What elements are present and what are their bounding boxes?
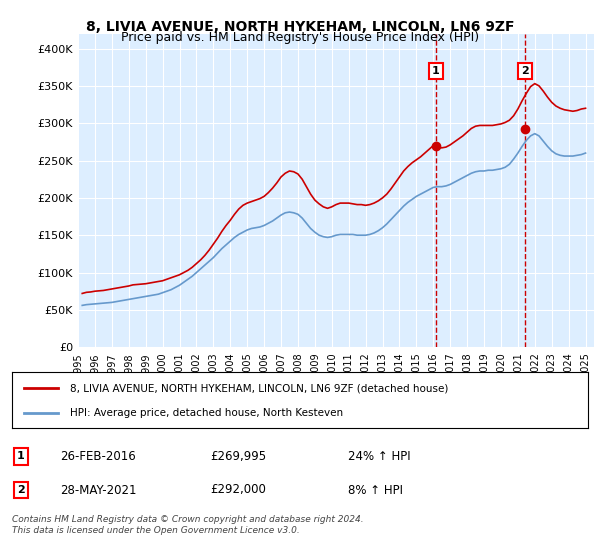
Text: 24% ↑ HPI: 24% ↑ HPI bbox=[348, 450, 410, 463]
Text: 8, LIVIA AVENUE, NORTH HYKEHAM, LINCOLN, LN6 9ZF (detached house): 8, LIVIA AVENUE, NORTH HYKEHAM, LINCOLN,… bbox=[70, 383, 448, 393]
Text: £292,000: £292,000 bbox=[210, 483, 266, 497]
Text: Price paid vs. HM Land Registry's House Price Index (HPI): Price paid vs. HM Land Registry's House … bbox=[121, 31, 479, 44]
Text: 2: 2 bbox=[521, 66, 529, 76]
Text: 1: 1 bbox=[17, 451, 25, 461]
Text: HPI: Average price, detached house, North Kesteven: HPI: Average price, detached house, Nort… bbox=[70, 408, 343, 418]
Text: 28-MAY-2021: 28-MAY-2021 bbox=[60, 483, 137, 497]
Text: 26-FEB-2016: 26-FEB-2016 bbox=[60, 450, 136, 463]
Text: 1: 1 bbox=[432, 66, 440, 76]
Text: Contains HM Land Registry data © Crown copyright and database right 2024.
This d: Contains HM Land Registry data © Crown c… bbox=[12, 515, 364, 535]
Text: £269,995: £269,995 bbox=[210, 450, 266, 463]
Text: 8% ↑ HPI: 8% ↑ HPI bbox=[348, 483, 403, 497]
Text: 2: 2 bbox=[17, 485, 25, 495]
Text: 8, LIVIA AVENUE, NORTH HYKEHAM, LINCOLN, LN6 9ZF: 8, LIVIA AVENUE, NORTH HYKEHAM, LINCOLN,… bbox=[86, 20, 514, 34]
